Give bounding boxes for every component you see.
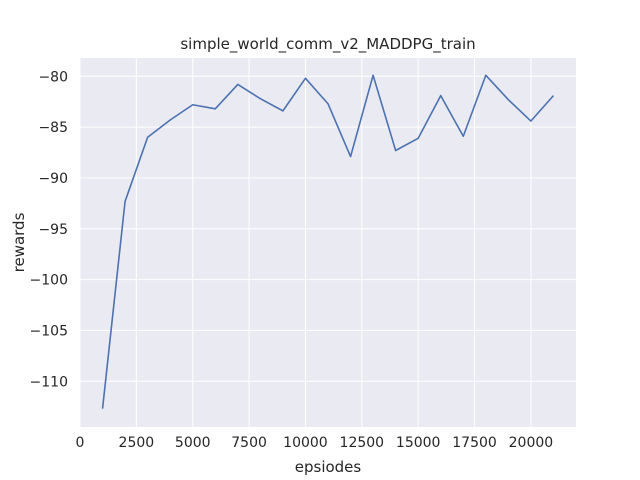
y-tick-label: −90 <box>38 171 68 187</box>
data-point <box>417 138 419 140</box>
data-point <box>214 108 216 110</box>
data-point <box>440 95 442 97</box>
data-point <box>530 120 532 122</box>
plot-area <box>80 58 576 427</box>
x-gridlines <box>79 58 532 427</box>
series-line-rewards <box>101 74 555 409</box>
data-point <box>305 78 307 80</box>
x-tick-label: 0 <box>76 435 85 451</box>
data-point <box>237 84 239 86</box>
x-tick-label: 5000 <box>175 435 211 451</box>
data-point <box>192 104 194 106</box>
data-point <box>124 201 126 203</box>
data-point <box>327 103 329 105</box>
data-point <box>350 156 352 158</box>
x-tick-label: 7500 <box>231 435 267 451</box>
y-tick-label: −80 <box>38 69 68 85</box>
x-tick-label: 10000 <box>283 435 328 451</box>
y-tick-label: −110 <box>30 374 68 390</box>
x-axis-label: epsiodes <box>295 458 362 476</box>
data-point <box>169 119 171 121</box>
data-point <box>395 150 397 152</box>
y-tick-label: −85 <box>38 120 68 136</box>
y-gridlines <box>80 75 576 382</box>
y-tick-label: −105 <box>30 323 68 339</box>
chart-title: simple_world_comm_v2_MADDPG_train <box>180 35 475 54</box>
data-point <box>102 408 104 410</box>
data-point <box>508 99 510 101</box>
data-point <box>282 110 284 112</box>
x-tick-label: 20000 <box>509 435 554 451</box>
data-point <box>553 95 555 97</box>
x-tick-labels: 0 2500 5000 7500 10000 12500 15000 17500 20000 <box>76 435 554 451</box>
y-tick-labels: −80 −85 −90 −95 −100 −105 −110 <box>30 69 68 390</box>
data-point <box>372 74 374 76</box>
x-tick-label: 12500 <box>340 435 385 451</box>
data-point <box>260 98 262 100</box>
data-point <box>147 136 149 138</box>
x-tick-label: 15000 <box>396 435 441 451</box>
y-tick-label: −100 <box>30 273 68 289</box>
series-layer <box>101 74 555 410</box>
y-tick-label: −95 <box>38 222 68 238</box>
data-point <box>462 135 464 137</box>
y-axis-label: rewards <box>10 212 28 272</box>
data-point <box>485 74 487 76</box>
x-tick-label: 17500 <box>452 435 497 451</box>
x-tick-label: 2500 <box>119 435 155 451</box>
